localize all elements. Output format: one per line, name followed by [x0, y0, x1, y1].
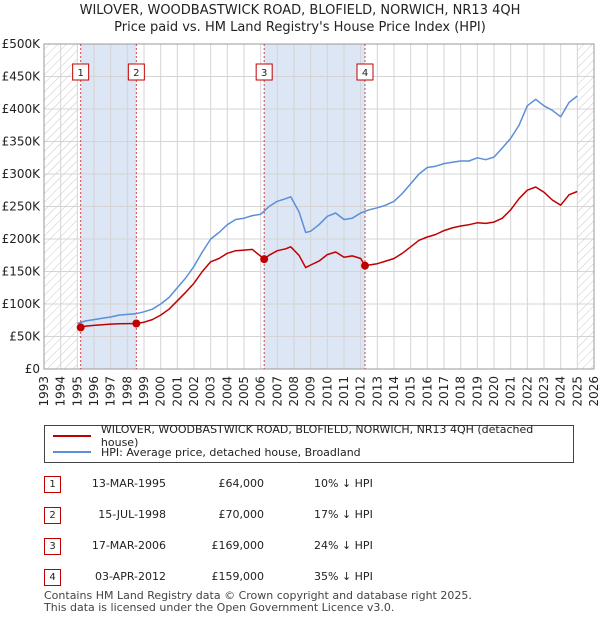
x-tick-label: 2001 — [170, 376, 184, 407]
x-tick-label: 2016 — [420, 376, 434, 407]
sale-marker-box — [356, 63, 374, 81]
sale-point — [76, 323, 85, 332]
sale-point — [132, 319, 141, 328]
y-tick-label: £400K — [2, 102, 42, 116]
price-paid-line — [80, 186, 578, 329]
legend-label-price: WILOVER, WOODBASTWICK ROAD, BLOFIELD, NO… — [100, 423, 534, 449]
legend-swatch-price — [53, 435, 91, 437]
legend-label-hpi: HPI: Average price, detached house, Broa… — [101, 445, 361, 459]
hpi-line — [77, 95, 578, 325]
x-tick-label: 2015 — [404, 376, 418, 407]
sale-number: 2 — [44, 507, 61, 524]
x-tick-label: 1999 — [137, 376, 151, 407]
x-tick-label: 1996 — [87, 376, 101, 407]
sale-price: £70,000 — [218, 508, 265, 521]
x-tick-label: 2014 — [387, 376, 401, 407]
y-tick-label: £100K — [2, 297, 42, 311]
y-tick-label: £150K — [2, 265, 42, 279]
sale-marker-label: 2 — [133, 68, 139, 79]
x-tick-label: 2021 — [504, 376, 518, 407]
sale-marker-box — [255, 63, 273, 81]
chart-title: WILOVER, WOODBASTWICK ROAD, BLOFIELD, NO… — [79, 3, 521, 18]
legend-item-price: WILOVER, WOODBASTWICK ROAD, BLOFIELD, NO… — [53, 423, 573, 449]
sale-row: 2 15-JUL-1998 £70,000 17% ↓ HPI — [44, 505, 444, 527]
footer-licence: This data is licensed under the Open Gov… — [44, 601, 395, 614]
x-tick-label: 2003 — [204, 376, 218, 407]
sale-number: 3 — [44, 538, 61, 555]
x-tick-label: 2023 — [537, 376, 551, 407]
x-tick-label: 1994 — [54, 376, 68, 407]
sale-price: £169,000 — [211, 539, 265, 552]
sale-number: 1 — [44, 476, 61, 493]
x-tick-label: 2022 — [520, 376, 534, 407]
y-tick-label: £450K — [2, 70, 42, 84]
sale-row: 3 17-MAR-2006 £169,000 24% ↓ HPI — [44, 536, 444, 558]
sale-marker-box — [127, 63, 145, 81]
sale-row: 1 13-MAR-1995 £64,000 10% ↓ HPI — [44, 474, 444, 496]
sale-price: £159,000 — [211, 570, 265, 583]
sale-hpi-diff: 17% ↓ HPI — [314, 508, 373, 521]
x-tick-label: 2005 — [237, 376, 251, 407]
x-tick-label: 2007 — [270, 376, 284, 407]
legend: WILOVER, WOODBASTWICK ROAD, BLOFIELD, NO… — [44, 423, 574, 463]
x-tick-label: 2025 — [570, 376, 584, 407]
y-tick-label: £200K — [2, 232, 42, 246]
sale-marker-box — [72, 63, 90, 81]
sale-date: 15-JUL-1998 — [98, 508, 166, 521]
y-tick-label: £500K — [2, 37, 42, 51]
x-tick-label: 2012 — [354, 376, 368, 407]
x-tick-label: 2010 — [320, 376, 334, 407]
sale-date: 17-MAR-2006 — [91, 539, 166, 552]
sale-date: 03-APR-2012 — [94, 570, 166, 583]
x-tick-label: 2013 — [370, 376, 384, 407]
legend-swatch-hpi — [53, 451, 91, 453]
y-tick-label: £50K — [9, 330, 41, 344]
sale-hpi-diff: 10% ↓ HPI — [314, 477, 373, 490]
x-tick-label: 2002 — [187, 376, 201, 407]
x-tick-label: 2011 — [337, 376, 351, 407]
sale-number: 4 — [44, 569, 61, 586]
y-tick-label: £300K — [2, 167, 42, 181]
x-tick-label: 2004 — [220, 376, 234, 407]
y-tick-label: £250K — [2, 200, 42, 214]
sale-point — [361, 261, 369, 270]
sale-date: 13-MAR-1995 — [91, 477, 166, 490]
x-tick-label: 1997 — [104, 376, 118, 407]
y-tick-label: £350K — [2, 135, 42, 149]
footer: Contains HM Land Registry data © Crown c… — [44, 590, 472, 614]
x-tick-label: 1998 — [120, 376, 134, 407]
price-chart: £0 £50K £100K £150K £200K £250K £300K £350K £400… — [2, 37, 600, 407]
x-tick-label: 2020 — [487, 376, 501, 407]
sale-row: 4 03-APR-2012 £159,000 35% ↓ HPI — [44, 567, 444, 589]
sale-price: £64,000 — [218, 477, 265, 490]
x-tick-label: 1993 — [37, 376, 51, 407]
sale-marker-label: 1 — [77, 68, 83, 79]
chart-subtitle: Price paid vs. HM Land Registry's House … — [114, 20, 486, 35]
x-tick-label: 2006 — [254, 376, 268, 407]
sale-hpi-diff: 35% ↓ HPI — [314, 570, 373, 583]
sale-point — [260, 255, 269, 264]
x-tick-label: 2017 — [437, 376, 451, 407]
legend-item-hpi: HPI: Average price, detached house, Broa… — [53, 444, 361, 460]
y-tick-label: £0 — [25, 362, 40, 376]
sale-marker-label: 4 — [362, 68, 368, 79]
x-tick-label: 2018 — [454, 376, 468, 407]
x-tick-label: 2019 — [470, 376, 484, 407]
x-tick-label: 2000 — [154, 376, 168, 407]
x-tick-label: 1995 — [70, 376, 84, 407]
x-tick-label: 2026 — [587, 376, 600, 407]
x-tick-label: 2009 — [304, 376, 318, 407]
sale-marker-label: 3 — [261, 68, 267, 79]
sale-hpi-diff: 24% ↓ HPI — [314, 539, 373, 552]
footer-copyright: Contains HM Land Registry data © Crown c… — [44, 589, 472, 602]
x-tick-label: 2024 — [554, 376, 568, 407]
x-tick-label: 2008 — [287, 376, 301, 407]
plot-border — [43, 43, 595, 370]
